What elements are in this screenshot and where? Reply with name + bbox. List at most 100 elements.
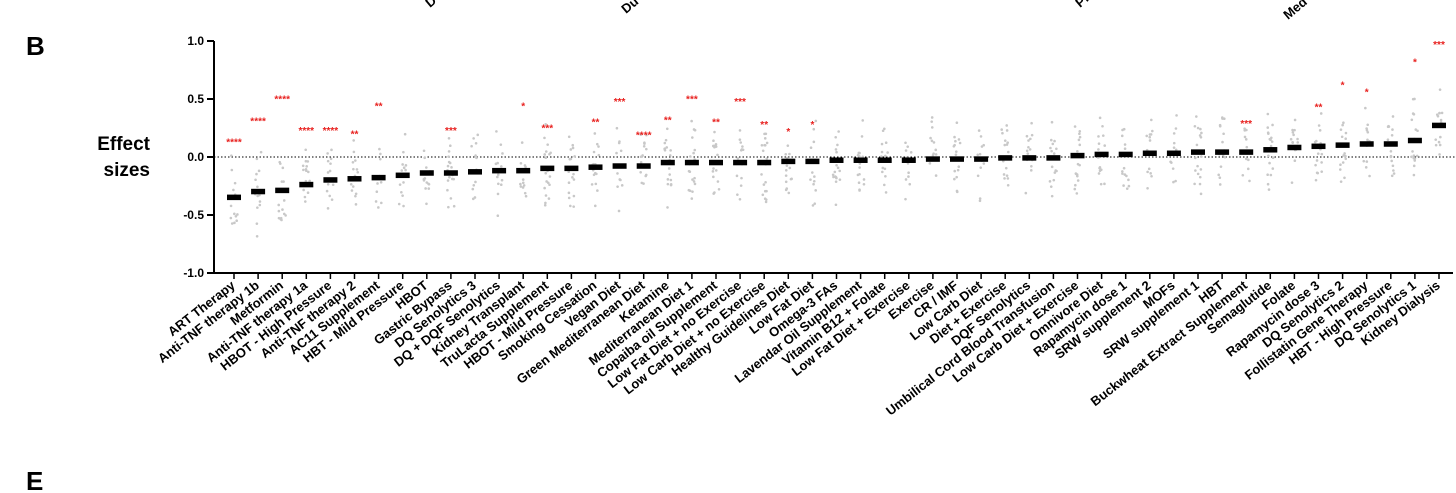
replicate-point: [304, 167, 308, 171]
replicate-point: [349, 182, 353, 186]
replicate-point: [425, 202, 428, 206]
replicate-point: [567, 135, 571, 139]
replicate-point: [543, 203, 547, 207]
replicate-point: [233, 181, 237, 185]
replicate-point: [955, 189, 959, 193]
panel-letter-e: E: [26, 466, 43, 493]
replicate-point: [1005, 129, 1009, 132]
replicate-point: [401, 194, 404, 197]
replicate-point: [495, 130, 498, 133]
replicate-point: [693, 148, 697, 152]
replicate-point: [447, 137, 451, 140]
replicate-point: [593, 132, 597, 135]
replicate-point: [548, 175, 552, 178]
replicate-point: [1199, 168, 1203, 171]
replicate-point: [1076, 162, 1080, 166]
replicate-point: [351, 185, 355, 188]
replicate-point: [1339, 163, 1342, 167]
replicate-point: [546, 143, 549, 146]
replicate-point: [763, 137, 767, 140]
mean-marker: [1239, 149, 1254, 155]
replicate-point: [884, 191, 888, 194]
replicate-point: [423, 156, 427, 160]
replicate-point: [255, 235, 259, 238]
replicate-point: [1243, 129, 1247, 132]
replicate-point: [1340, 135, 1344, 139]
replicate-point: [881, 166, 885, 170]
replicate-point: [278, 160, 282, 164]
mean-marker: [251, 188, 266, 195]
replicate-point: [496, 173, 500, 176]
replicate-point: [861, 119, 865, 122]
replicate-point: [281, 166, 285, 170]
replicate-point: [976, 174, 980, 178]
replicate-point: [692, 151, 695, 155]
replicate-point: [1315, 171, 1319, 175]
replicate-point: [1315, 159, 1319, 162]
replicate-point: [1003, 139, 1007, 142]
replicate-point: [645, 147, 648, 151]
replicate-point: [812, 140, 816, 144]
replicate-point: [1223, 117, 1226, 121]
replicate-point: [764, 132, 768, 136]
replicate-point: [1434, 138, 1438, 141]
replicate-point: [1314, 178, 1318, 182]
replicate-point: [1439, 118, 1443, 122]
replicate-point: [256, 185, 259, 189]
replicate-point: [1293, 159, 1297, 163]
replicate-point: [1077, 138, 1081, 142]
replicate-point: [1392, 172, 1396, 175]
replicate-point: [835, 176, 838, 180]
replicate-point: [374, 200, 378, 203]
replicate-point: [1200, 131, 1203, 135]
replicate-point: [716, 153, 719, 157]
replicate-point: [1387, 125, 1391, 128]
y-tick-label: 0.5: [187, 92, 204, 106]
replicate-point: [909, 151, 913, 154]
mean-marker: [564, 165, 579, 172]
replicate-point: [982, 143, 986, 147]
replicate-point: [1099, 182, 1103, 186]
top-cutoff-labels: D Du Pr Med: [422, 0, 1310, 22]
mean-marker: [492, 167, 507, 174]
replicate-point: [594, 182, 598, 186]
replicate-point: [928, 162, 932, 165]
significance-stars: ***: [445, 126, 457, 137]
top-fragment-1: D: [422, 0, 439, 10]
replicate-point: [567, 196, 571, 200]
replicate-point: [789, 177, 793, 181]
replicate-point: [1030, 121, 1033, 125]
replicate-point: [1266, 126, 1270, 129]
significance-stars: **: [375, 101, 383, 112]
panel-letter-b: B: [26, 31, 45, 61]
replicate-point: [258, 200, 262, 203]
replicate-point: [1150, 118, 1153, 122]
replicate-point: [1296, 141, 1300, 144]
replicate-point: [401, 163, 404, 166]
replicate-point: [858, 155, 861, 158]
replicate-point: [1073, 125, 1077, 128]
replicate-point: [402, 204, 405, 208]
replicate-point: [1054, 169, 1057, 172]
replicate-point: [398, 183, 402, 186]
replicate-point: [813, 175, 816, 178]
replicate-point: [691, 190, 694, 193]
replicate-point: [1391, 164, 1395, 168]
replicate-point: [1320, 161, 1323, 164]
significance-stars: **: [351, 129, 359, 140]
replicate-point: [1241, 173, 1245, 177]
replicate-point: [883, 167, 887, 171]
replicate-point: [1121, 172, 1124, 175]
replicate-point: [545, 180, 548, 183]
replicate-point: [736, 193, 739, 196]
replicate-point: [862, 178, 866, 181]
replicate-point: [282, 212, 286, 216]
replicate-point: [1271, 156, 1275, 160]
replicate-point: [377, 206, 380, 209]
replicate-point: [572, 194, 576, 198]
replicate-point: [689, 155, 692, 158]
replicate-point: [229, 204, 233, 208]
replicate-point: [1245, 145, 1249, 149]
replicate-point: [886, 151, 889, 154]
